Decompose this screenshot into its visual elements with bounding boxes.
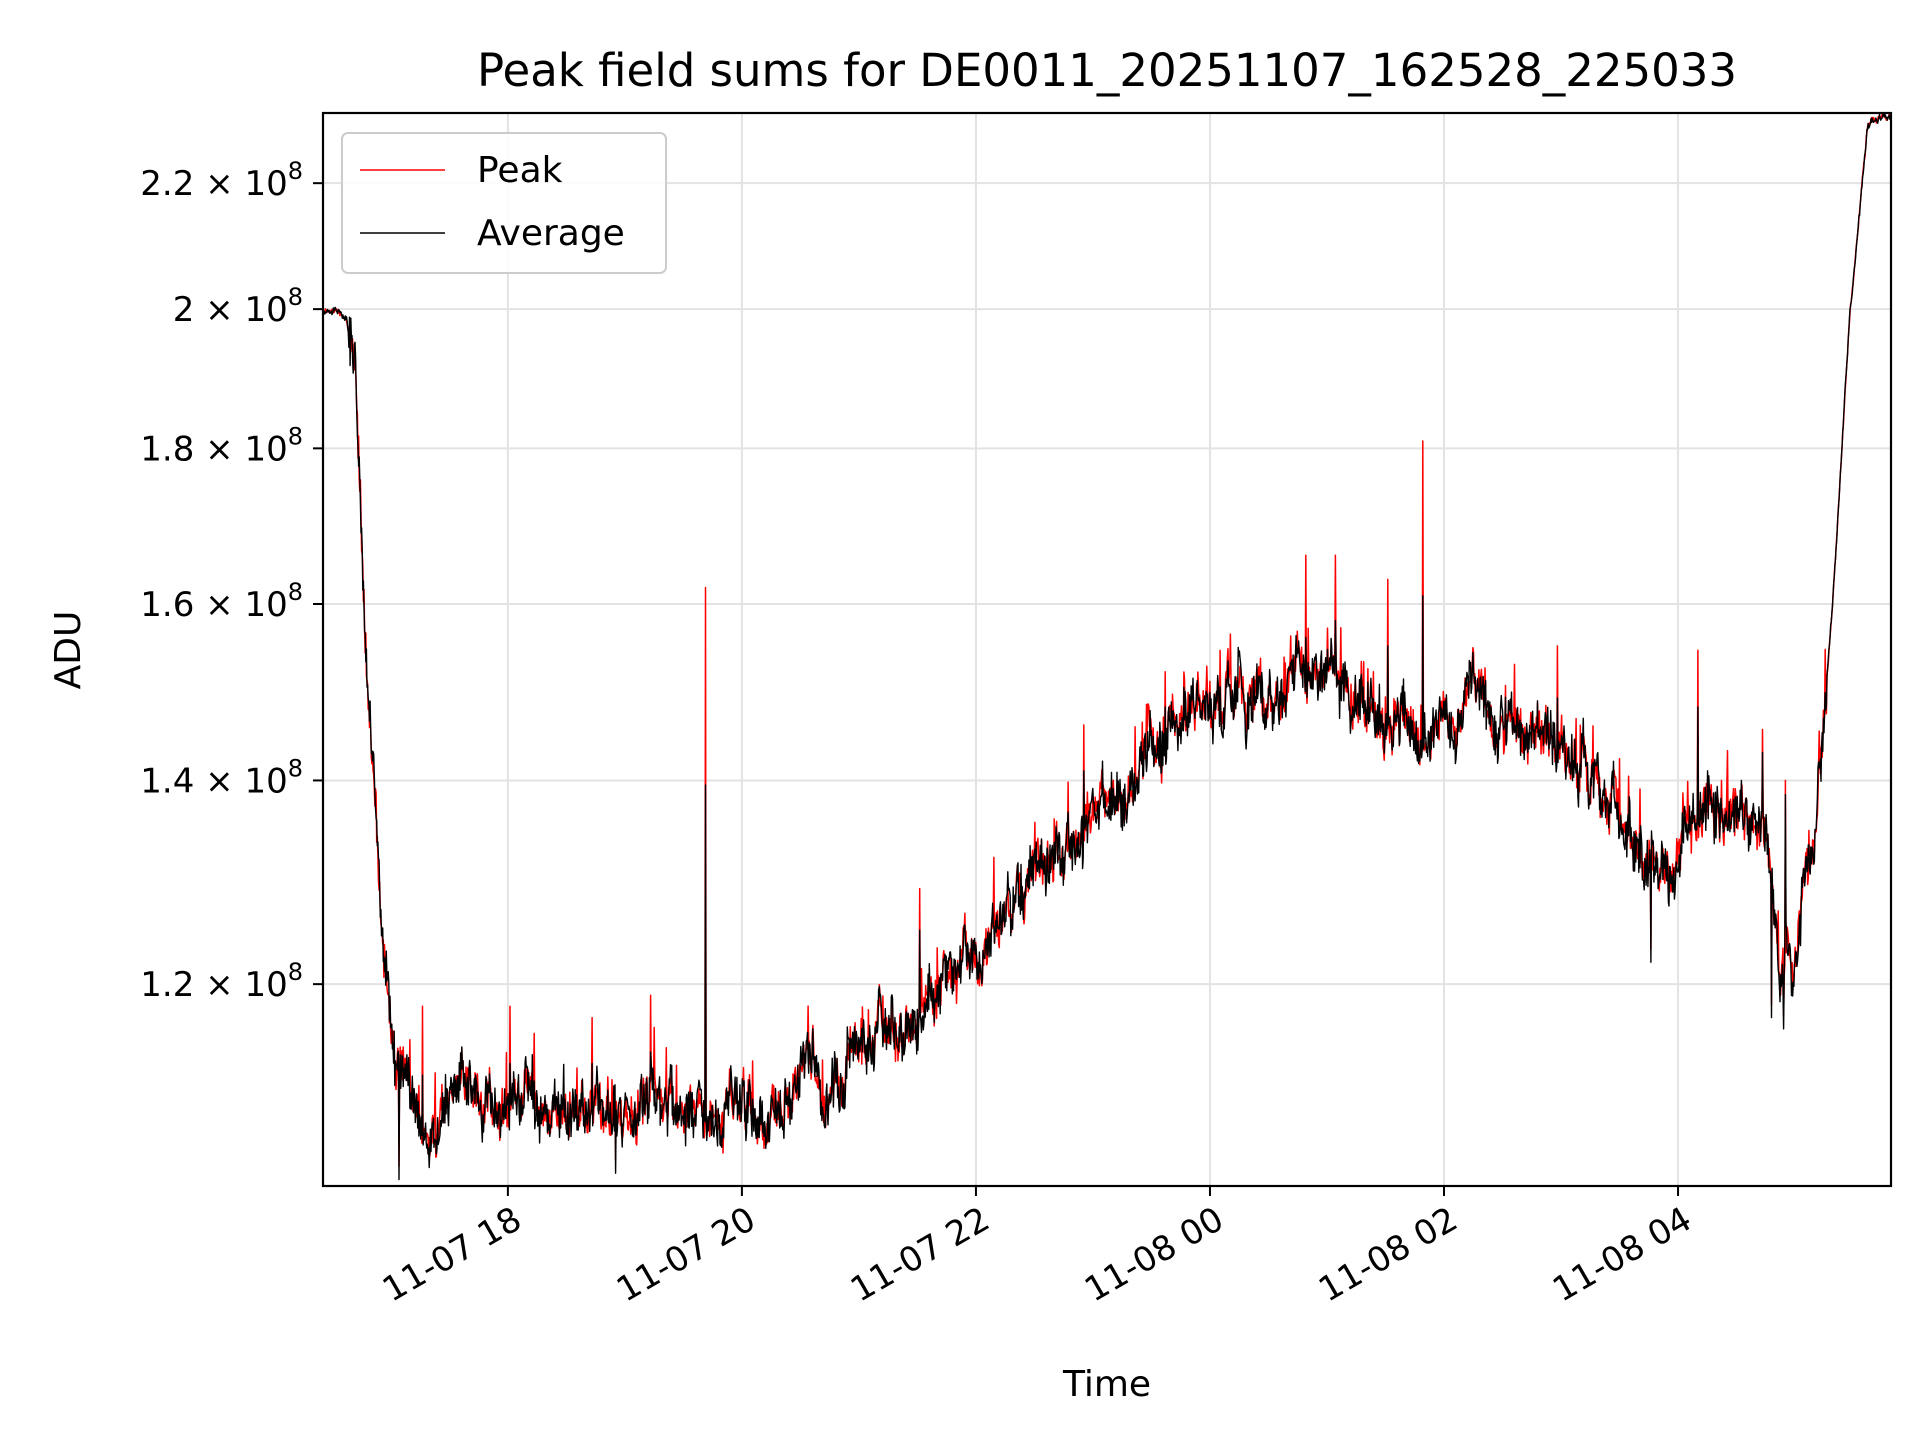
y-tick-label: 1.4 × 108: [140, 754, 303, 801]
y-tick-mantissa: 2.2: [140, 164, 194, 204]
y-tick-exponent: 8: [288, 754, 303, 782]
y-axis-label: ADU: [48, 611, 89, 690]
y-tick-label: 1.8 × 108: [140, 422, 303, 469]
plot-frame: [321, 111, 1893, 1188]
y-tick-label: 1.2 × 108: [140, 958, 303, 1005]
y-tick-base: 10: [244, 965, 287, 1005]
legend-average-label: Average: [477, 213, 625, 254]
y-tick-times: ×: [194, 290, 244, 330]
y-tick-label: 2.2 × 108: [140, 157, 303, 204]
y-tick-exponent: 8: [288, 958, 303, 986]
y-tick-base: 10: [244, 585, 287, 625]
legend-box: [341, 132, 667, 274]
y-tick-exponent: 8: [288, 578, 303, 606]
y-tick-times: ×: [194, 761, 244, 801]
y-tick-label: 1.6 × 108: [140, 578, 303, 625]
y-tick-times: ×: [194, 429, 244, 469]
y-tick-exponent: 8: [288, 157, 303, 185]
chart-title: Peak field sums for DE0011_20251107_1625…: [477, 44, 1737, 97]
y-tick-base: 10: [244, 290, 287, 330]
y-tick-mantissa: 1.2: [140, 965, 194, 1005]
legend: Peak Average: [341, 132, 667, 274]
y-tick-times: ×: [194, 965, 244, 1005]
grid: [323, 113, 1891, 1186]
y-tick-mantissa: 1.6: [140, 585, 194, 625]
y-tick-mantissa: 1.4: [140, 761, 194, 801]
legend-peak-label: Peak: [477, 150, 563, 191]
y-tick-base: 10: [244, 164, 287, 204]
x-axis-label: Time: [1062, 1364, 1151, 1405]
y-tick-exponent: 8: [288, 283, 303, 311]
y-tick-base: 10: [244, 429, 287, 469]
y-tick-times: ×: [194, 585, 244, 625]
y-tick-mantissa: 2: [173, 290, 195, 330]
y-tick-exponent: 8: [288, 422, 303, 450]
y-tick-label: 2 × 108: [173, 283, 303, 330]
series-layer: [323, 113, 1891, 1181]
y-tick-mantissa: 1.8: [140, 429, 194, 469]
series-line-average: [323, 113, 1891, 1181]
y-tick-base: 10: [244, 761, 287, 801]
y-tick-times: ×: [194, 164, 244, 204]
